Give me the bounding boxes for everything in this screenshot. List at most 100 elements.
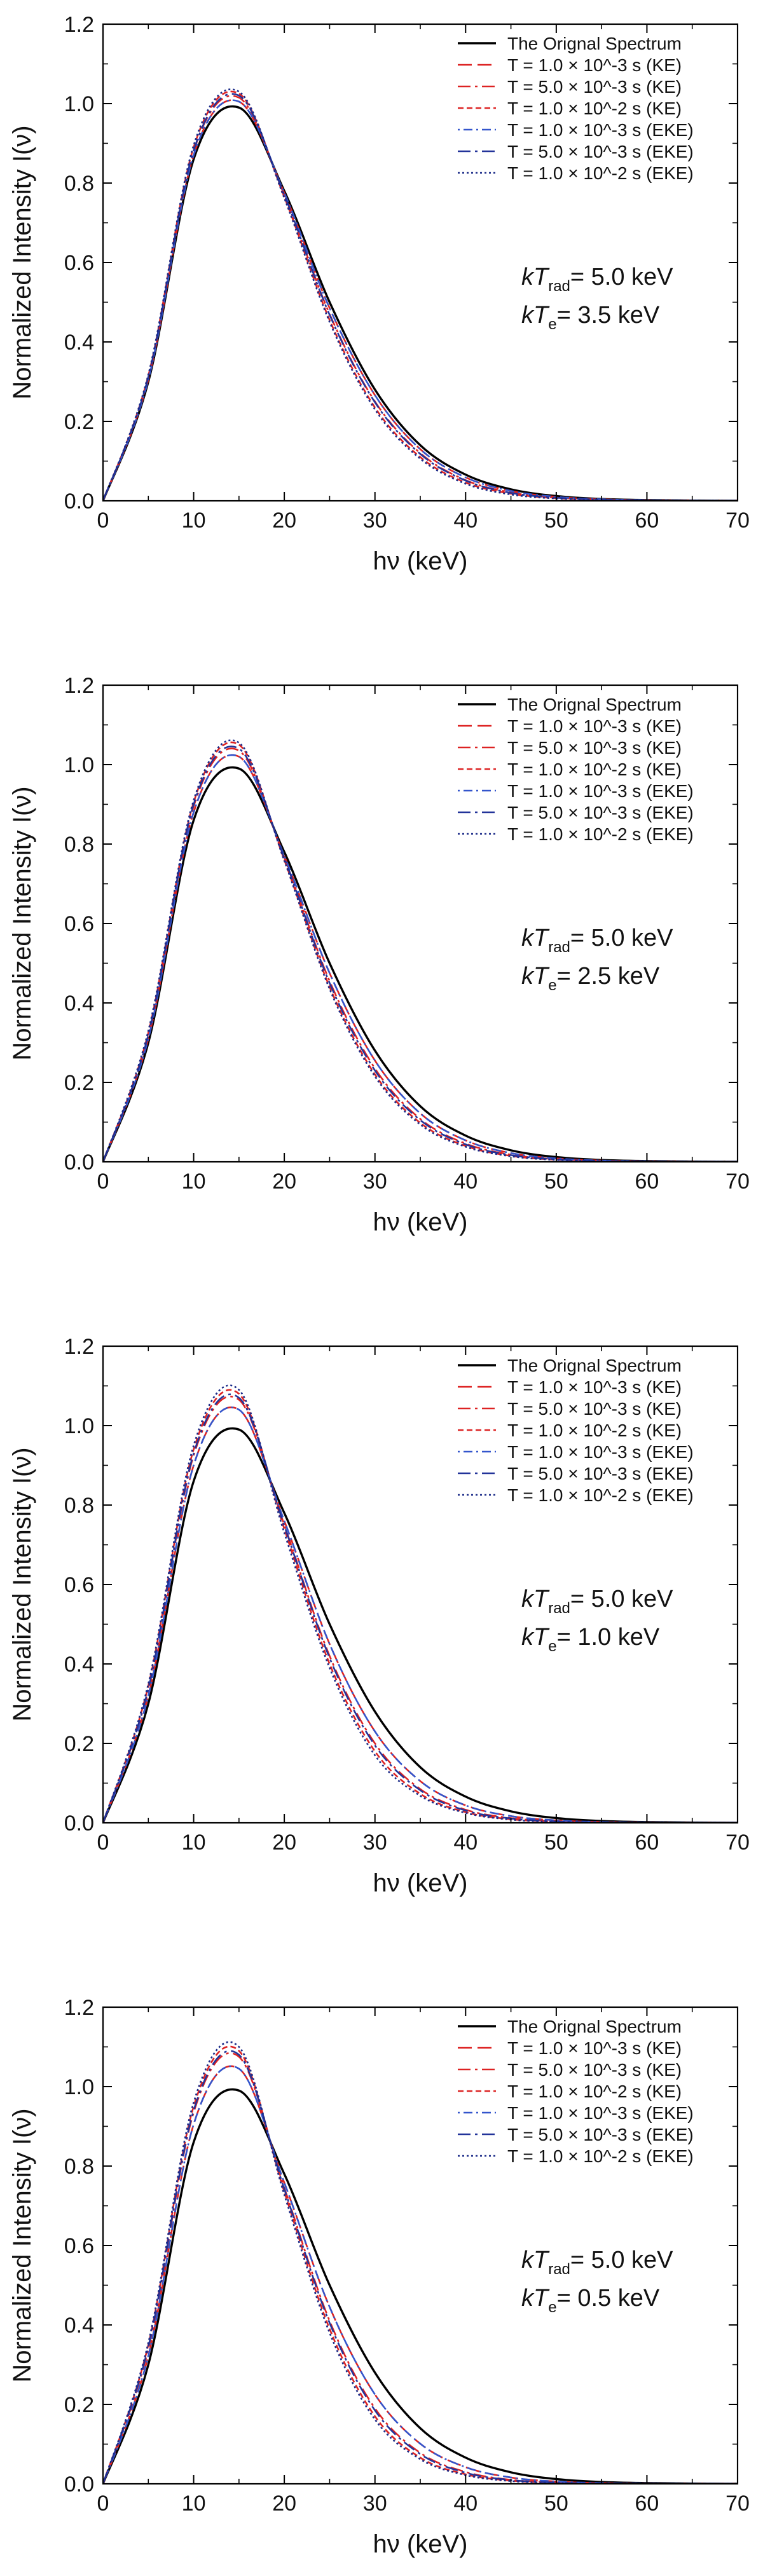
y-tick-label: 0.2	[64, 2393, 94, 2417]
legend-label-7: T = 1.0 × 10^-2 s (EKE)	[507, 2146, 694, 2166]
annotation-kTe: kTe= 3.5 keV	[521, 302, 660, 333]
legend-label-3: T = 5.0 × 10^-3 s (KE)	[507, 77, 682, 97]
chart-panel-2: 0 10 20 30 40 50 60 70 0.0 0.2 0.4 0.6 0.8 1.0 1.2 hν (…	[8, 674, 750, 1236]
y-tick-label: 1.2	[64, 674, 94, 698]
y-tick-label: 1.0	[64, 1414, 94, 1438]
x-tick-label: 30	[363, 2491, 387, 2516]
x-axis-title: hν (keV)	[373, 1869, 468, 1897]
chart-panel-1: 0 10 20 30 40 50 60 70 0.0 0.2 0.4 0.6 0.8 1.0 1.2 hν (…	[8, 13, 750, 575]
y-tick-label: 0.4	[64, 2314, 94, 2338]
legend-label-6: T = 5.0 × 10^-3 s (EKE)	[507, 1464, 694, 1483]
y-tick-label: 1.2	[64, 1335, 94, 1359]
series-line-7	[103, 2041, 738, 2484]
x-tick-label: 40	[453, 2491, 478, 2516]
series-line-7	[103, 1384, 738, 1823]
x-tick-label: 40	[453, 1169, 478, 1194]
x-tick-label: 10	[182, 2491, 206, 2516]
annotation-kTrad: kTrad= 5.0 keV	[521, 1586, 673, 1617]
legend-label-5: T = 1.0 × 10^-3 s (EKE)	[507, 781, 694, 801]
x-tick-label: 70	[725, 1169, 750, 1194]
annotation-kTrad-subscript: rad	[548, 2261, 570, 2278]
annotation-kTrad: kTrad= 5.0 keV	[521, 2247, 673, 2278]
y-tick-label: 1.2	[64, 1996, 94, 2020]
x-tick-label: 10	[182, 1169, 206, 1194]
series-line-1	[103, 1427, 738, 1823]
x-tick-label: 20	[272, 1169, 296, 1194]
y-tick-label: 0.8	[64, 1494, 94, 1518]
legend-label-2: T = 1.0 × 10^-3 s (KE)	[507, 2038, 682, 2058]
series-line-4	[103, 2045, 738, 2484]
legend-label-5: T = 1.0 × 10^-3 s (EKE)	[507, 120, 694, 140]
legend-label-4: T = 1.0 × 10^-2 s (KE)	[507, 760, 682, 779]
x-tick-label: 0	[97, 1830, 109, 1855]
y-axis-title: Normalized Intensity I(ν)	[8, 786, 36, 1060]
series-line-5	[103, 754, 738, 1162]
annotation-kTe-value: = 1.0 keV	[557, 1624, 660, 1651]
legend-label-7: T = 1.0 × 10^-2 s (EKE)	[507, 163, 694, 183]
annotation-kTe-subscript: e	[548, 1638, 556, 1655]
y-tick-label: 1.0	[64, 753, 94, 777]
x-tick-label: 30	[363, 1169, 387, 1194]
annotation-kTrad-symbol: kT	[521, 925, 550, 951]
annotation-kTrad: kTrad= 5.0 keV	[521, 264, 673, 295]
annotation-kTrad-symbol: kT	[521, 2247, 550, 2273]
annotation-kTe-symbol: kT	[521, 2285, 550, 2312]
annotation-kTe-value: = 0.5 keV	[557, 2285, 660, 2312]
y-tick-label: 0.2	[64, 1732, 94, 1756]
x-tick-label: 50	[544, 1830, 568, 1855]
legend-label-2: T = 1.0 × 10^-3 s (KE)	[507, 55, 682, 75]
series-line-7	[103, 739, 738, 1162]
legend-label-3: T = 5.0 × 10^-3 s (KE)	[507, 1399, 682, 1419]
annotation-kTrad-value: = 5.0 keV	[570, 925, 673, 951]
x-tick-label: 20	[272, 2491, 296, 2516]
y-tick-label: 0.0	[64, 1811, 94, 1836]
annotation-kTe: kTe= 2.5 keV	[521, 963, 660, 994]
x-axis-title: hν (keV)	[373, 1208, 468, 1236]
legend-label-2: T = 1.0 × 10^-3 s (KE)	[507, 1377, 682, 1397]
x-tick-label: 70	[725, 2491, 750, 2516]
annotation-kTe-value: = 2.5 keV	[557, 963, 660, 990]
chart-panel-3: 0 10 20 30 40 50 60 70 0.0 0.2 0.4 0.6 0.8 1.0 1.2 hν (…	[8, 1335, 750, 1897]
annotation-kTe-subscript: e	[548, 316, 556, 333]
annotation-kTrad-value: = 5.0 keV	[570, 1586, 673, 1612]
legend-label-1: The Orignal Spectrum	[507, 34, 682, 53]
legend-label-7: T = 1.0 × 10^-2 s (EKE)	[507, 824, 694, 844]
legend-label-1: The Orignal Spectrum	[507, 2017, 682, 2036]
legend-label-6: T = 5.0 × 10^-3 s (EKE)	[507, 803, 694, 822]
y-tick-label: 0.6	[64, 2234, 94, 2258]
y-tick-label: 0.8	[64, 833, 94, 857]
x-tick-label: 10	[182, 1830, 206, 1855]
y-tick-label: 1.0	[64, 2075, 94, 2099]
x-tick-label: 60	[635, 2491, 659, 2516]
series-line-1	[103, 2088, 738, 2484]
y-tick-label: 1.0	[64, 92, 94, 116]
x-tick-label: 10	[182, 508, 206, 533]
series-line-2	[103, 2065, 738, 2484]
x-axis-title: hν (keV)	[373, 2530, 468, 2558]
annotation-kTrad-value: = 5.0 keV	[570, 264, 673, 290]
legend-label-2: T = 1.0 × 10^-3 s (KE)	[507, 716, 682, 736]
y-tick-label: 0.6	[64, 1573, 94, 1597]
legend-label-4: T = 1.0 × 10^-2 s (KE)	[507, 2082, 682, 2101]
y-tick-label: 0.2	[64, 1071, 94, 1095]
annotation-kTrad: kTrad= 5.0 keV	[521, 925, 673, 956]
legend-label-3: T = 5.0 × 10^-3 s (KE)	[507, 738, 682, 758]
y-tick-label: 0.6	[64, 912, 94, 936]
x-tick-label: 30	[363, 508, 387, 533]
annotation-kTe-symbol: kT	[521, 963, 550, 990]
annotation-kTe: kTe= 1.0 keV	[521, 1624, 660, 1655]
y-tick-label: 0.2	[64, 410, 94, 434]
legend-label-3: T = 5.0 × 10^-3 s (KE)	[507, 2060, 682, 2080]
y-tick-label: 0.4	[64, 1653, 94, 1677]
annotation-kTe-value: = 3.5 keV	[557, 302, 660, 329]
y-tick-label: 0.0	[64, 489, 94, 514]
x-tick-label: 40	[453, 1830, 478, 1855]
x-tick-label: 0	[97, 1169, 109, 1194]
y-axis-title: Normalized Intensity I(ν)	[8, 2108, 36, 2382]
annotation-kTrad-subscript: rad	[548, 278, 570, 295]
x-tick-label: 0	[97, 508, 109, 533]
x-tick-label: 30	[363, 1830, 387, 1855]
legend-label-1: The Orignal Spectrum	[507, 1356, 682, 1375]
legend-label-6: T = 5.0 × 10^-3 s (EKE)	[507, 2125, 694, 2144]
legend-label-5: T = 1.0 × 10^-3 s (EKE)	[507, 2103, 694, 2123]
